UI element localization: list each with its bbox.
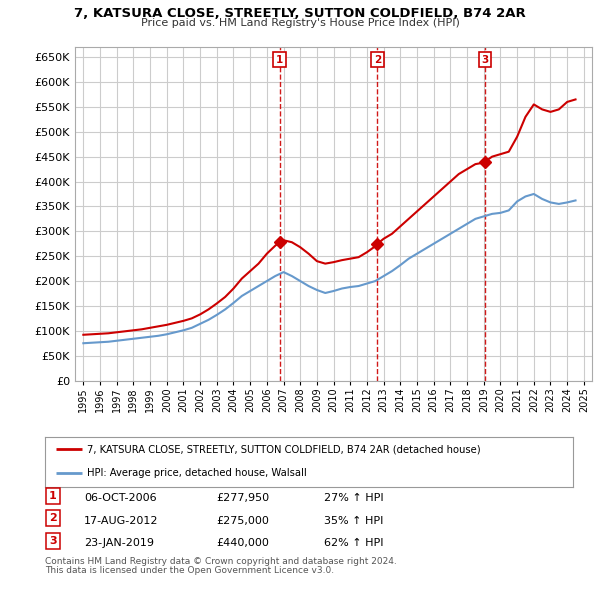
- Text: 2: 2: [374, 55, 381, 65]
- Text: 62% ↑ HPI: 62% ↑ HPI: [324, 538, 383, 548]
- Text: 06-OCT-2006: 06-OCT-2006: [84, 493, 157, 503]
- Text: 1: 1: [49, 491, 56, 501]
- Text: This data is licensed under the Open Government Licence v3.0.: This data is licensed under the Open Gov…: [45, 566, 334, 575]
- Text: 7, KATSURA CLOSE, STREETLY, SUTTON COLDFIELD, B74 2AR: 7, KATSURA CLOSE, STREETLY, SUTTON COLDF…: [74, 7, 526, 20]
- Text: HPI: Average price, detached house, Walsall: HPI: Average price, detached house, Wals…: [87, 468, 307, 478]
- Text: 27% ↑ HPI: 27% ↑ HPI: [324, 493, 383, 503]
- Text: 3: 3: [481, 55, 488, 65]
- Text: Price paid vs. HM Land Registry's House Price Index (HPI): Price paid vs. HM Land Registry's House …: [140, 18, 460, 28]
- Text: Contains HM Land Registry data © Crown copyright and database right 2024.: Contains HM Land Registry data © Crown c…: [45, 558, 397, 566]
- Text: 7, KATSURA CLOSE, STREETLY, SUTTON COLDFIELD, B74 2AR (detached house): 7, KATSURA CLOSE, STREETLY, SUTTON COLDF…: [87, 444, 481, 454]
- Text: 35% ↑ HPI: 35% ↑ HPI: [324, 516, 383, 526]
- Text: £275,000: £275,000: [216, 516, 269, 526]
- Text: 1: 1: [276, 55, 283, 65]
- Text: £277,950: £277,950: [216, 493, 269, 503]
- Text: 2: 2: [49, 513, 56, 523]
- Text: 3: 3: [49, 536, 56, 546]
- Text: 23-JAN-2019: 23-JAN-2019: [84, 538, 154, 548]
- Text: £440,000: £440,000: [216, 538, 269, 548]
- Text: 17-AUG-2012: 17-AUG-2012: [84, 516, 158, 526]
